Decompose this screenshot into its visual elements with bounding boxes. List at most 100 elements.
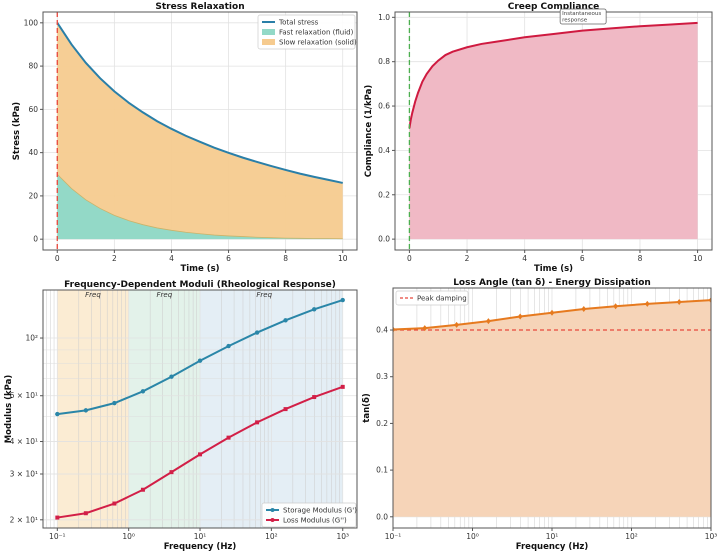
data-point xyxy=(197,358,203,363)
x-tick-label: 4 xyxy=(522,254,527,263)
axes-frame xyxy=(42,11,358,251)
y-tick-label: 0.2 xyxy=(378,190,390,199)
legend-frame xyxy=(257,14,356,50)
data-point xyxy=(169,470,174,475)
data-point xyxy=(198,452,203,457)
axes-frame xyxy=(394,11,713,251)
plot-area xyxy=(393,288,711,528)
data-point xyxy=(83,511,88,516)
data-point xyxy=(226,343,231,349)
chart-title: Loss Angle (tan δ) - Energy Dissipation xyxy=(453,278,651,288)
chart-title: Frequency-Dependent Moduli (Rheological … xyxy=(64,280,336,290)
data-point xyxy=(112,400,117,406)
data-point xyxy=(422,325,428,332)
legend-swatch xyxy=(262,39,275,45)
y-tick-label: 10² xyxy=(25,334,38,343)
legend-label: Slow relaxation (solid) xyxy=(279,39,357,47)
data-point xyxy=(312,395,317,400)
chart-creep: 0 2 4 6 8 10 0.0 0.2 0.4 0.6 0.8 1.0 Time (s) Complia… xyxy=(364,2,713,274)
band-label: Freq xyxy=(256,291,272,299)
x-tick-label: 10¹ xyxy=(546,532,559,541)
x-tick-label: 10 xyxy=(338,254,348,263)
legend-label: Peak damping xyxy=(417,295,467,303)
legend-swatch xyxy=(262,29,275,35)
y-tick-label: 40 xyxy=(28,148,38,157)
data-point xyxy=(644,300,650,307)
band-label: Freq xyxy=(157,291,173,299)
series-area xyxy=(393,300,711,517)
data-point xyxy=(254,330,260,335)
data-point xyxy=(340,297,345,303)
y-tick-label: 60 xyxy=(28,105,38,114)
x-axis-label: Time (s) xyxy=(534,264,573,274)
legend-label: Loss Modulus (G'') xyxy=(283,517,347,525)
annotation-box xyxy=(559,8,607,25)
y-tick-label: 4 × 10¹ xyxy=(10,437,38,446)
plot-area xyxy=(43,12,357,250)
legend: Total stress Fast relaxation (fluid) Slow … xyxy=(257,14,357,50)
y-tick-label: 6 × 10¹ xyxy=(10,391,38,400)
x-tick-label: 6 xyxy=(226,254,231,263)
frequency-band xyxy=(128,290,201,528)
x-tick-label: 4 xyxy=(169,254,174,263)
y-tick-label: 2 × 10¹ xyxy=(10,515,38,524)
data-point xyxy=(517,313,523,320)
y-axis-label: Modulus (kPa) xyxy=(4,375,14,444)
chart-tandelta: 10⁻¹ 10⁰ 10¹ 10² 10³ 0.0 0.1 0.2 0.3 0.4 Frequency… xyxy=(362,278,717,552)
y-tick-label: 0.2 xyxy=(376,419,388,428)
legend: Peak damping xyxy=(395,290,469,306)
plot-area xyxy=(43,290,357,528)
y-tick-label: 0.3 xyxy=(376,372,388,381)
data-point xyxy=(676,299,682,306)
slow-relaxation-area xyxy=(57,22,343,239)
x-tick-label: 10⁻¹ xyxy=(49,532,66,541)
y-axis-label: Stress (kPa) xyxy=(12,102,22,160)
chart-title: Creep Compliance xyxy=(508,2,600,12)
data-point xyxy=(613,303,619,310)
y-tick-label: 0 xyxy=(33,235,38,244)
y-tick-label: 0.0 xyxy=(378,235,390,244)
annotation-text: response xyxy=(562,18,588,24)
x-tick-label: 8 xyxy=(283,254,288,263)
data-point xyxy=(255,420,260,425)
y-tick-label: 0.4 xyxy=(378,146,390,155)
x-tick-label: 10³ xyxy=(705,532,718,541)
y-tick-label: 1.0 xyxy=(378,13,390,22)
x-axis-label: Frequency (Hz) xyxy=(516,542,589,552)
legend: Storage Modulus (G') Loss Modulus (G'') xyxy=(261,502,357,528)
data-point xyxy=(454,321,460,328)
data-point xyxy=(581,306,587,313)
legend-marker xyxy=(270,508,275,512)
legend-marker xyxy=(270,518,275,522)
data-point xyxy=(140,487,145,492)
y-tick-label: 0.0 xyxy=(376,512,388,521)
legend-frame xyxy=(395,290,469,306)
total-stress-line xyxy=(56,22,343,184)
data-point xyxy=(283,318,288,323)
legend-frame xyxy=(261,502,357,528)
y-tick-label: 20 xyxy=(28,191,38,200)
plot-area xyxy=(395,12,712,250)
x-tick-label: 2 xyxy=(465,254,470,263)
x-tick-label: 2 xyxy=(112,254,117,263)
data-point xyxy=(140,389,146,394)
x-tick-label: 10 xyxy=(693,254,703,263)
chart-title: Stress Relaxation xyxy=(155,2,244,12)
y-axis-label: tan(δ) xyxy=(362,393,372,423)
data-point xyxy=(112,501,117,506)
data-point xyxy=(393,326,396,333)
data-point xyxy=(311,307,317,312)
data-point xyxy=(283,407,288,412)
y-tick-label: 0.1 xyxy=(376,466,388,475)
x-tick-label: 10⁻¹ xyxy=(385,532,402,541)
x-axis-label: Frequency (Hz) xyxy=(164,542,237,552)
y-tick-label: 3 × 10¹ xyxy=(10,470,38,479)
data-point xyxy=(708,297,711,304)
x-tick-label: 6 xyxy=(580,254,585,263)
series-area xyxy=(409,22,698,240)
y-tick-label: 100 xyxy=(24,18,39,27)
data-point xyxy=(340,384,345,389)
legend-label: Total stress xyxy=(278,19,319,27)
data-point xyxy=(486,318,491,325)
